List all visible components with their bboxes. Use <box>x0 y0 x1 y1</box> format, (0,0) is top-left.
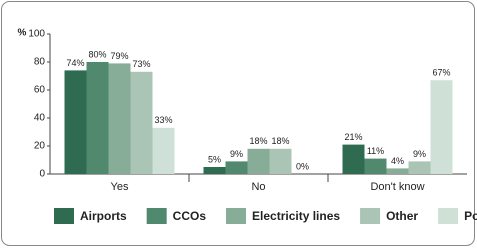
bar <box>247 148 270 174</box>
legend-swatch <box>360 208 381 224</box>
value-label: 80% <box>88 49 106 59</box>
y-axis-label: % <box>18 28 27 39</box>
value-label: 9% <box>413 149 426 159</box>
y-tick-label: 0 <box>39 169 45 180</box>
x-tick-label: No <box>251 181 265 193</box>
y-tick-label: 100 <box>28 29 45 40</box>
bar <box>269 148 292 174</box>
y-tick-label: 80 <box>34 57 46 68</box>
value-label: 18% <box>249 136 267 146</box>
value-label: 11% <box>367 146 384 156</box>
value-label: 5% <box>208 154 221 164</box>
bar <box>108 63 131 174</box>
value-label: 79% <box>110 51 128 61</box>
value-label: 4% <box>391 156 404 166</box>
value-label: 21% <box>344 132 362 142</box>
legend-label: Electricity lines <box>252 209 340 223</box>
bar <box>342 144 365 174</box>
bar <box>364 158 387 174</box>
bar <box>86 62 109 174</box>
legend-swatch <box>146 208 167 224</box>
bar <box>408 161 431 174</box>
legend-swatch <box>226 208 247 224</box>
x-tick-label: Don't know <box>370 181 424 193</box>
x-tick-label: Yes <box>111 181 129 193</box>
legend-label: Ports <box>464 209 477 223</box>
bar <box>203 167 226 174</box>
value-label: 67% <box>432 68 450 78</box>
bar <box>225 161 248 174</box>
bar <box>64 70 87 174</box>
legend-swatch <box>54 208 74 224</box>
legend-label: CCOs <box>173 209 207 223</box>
value-label: 74% <box>66 58 84 68</box>
y-tick-label: 60 <box>34 85 46 96</box>
y-tick-label: 40 <box>34 113 46 124</box>
value-label: 9% <box>230 149 243 159</box>
value-label: 33% <box>154 115 172 125</box>
value-label: 0% <box>296 161 309 171</box>
bar <box>386 168 409 174</box>
legend-label: Airports <box>80 209 127 223</box>
bar <box>430 80 453 174</box>
bar <box>152 127 175 174</box>
legend-swatch <box>438 208 459 224</box>
legend-label: Other <box>386 209 418 223</box>
bar <box>130 71 153 174</box>
y-tick-label: 20 <box>34 141 46 152</box>
value-label: 18% <box>271 136 289 146</box>
value-label: 73% <box>132 59 150 69</box>
